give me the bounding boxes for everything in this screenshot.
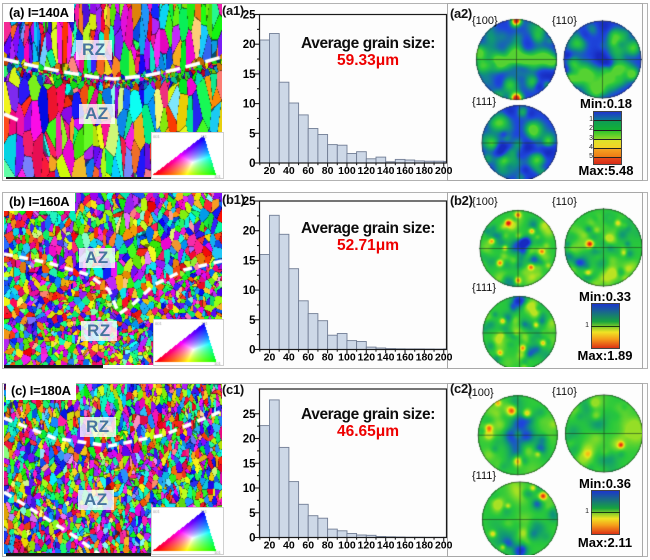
svg-text:40: 40 xyxy=(283,165,295,177)
svg-text:5: 5 xyxy=(249,508,256,520)
svg-text:40: 40 xyxy=(283,540,295,552)
svg-text:20: 20 xyxy=(243,39,256,51)
svg-text:20: 20 xyxy=(243,226,256,238)
svg-text:200: 200 xyxy=(435,165,453,177)
svg-text:0: 0 xyxy=(249,345,255,357)
svg-text:60: 60 xyxy=(302,165,314,177)
svg-text:20: 20 xyxy=(243,434,256,446)
svg-text:160: 160 xyxy=(396,352,414,364)
svg-text:Average grain size:: Average grain size: xyxy=(301,406,435,423)
svg-text:120: 120 xyxy=(358,540,376,552)
svg-text:40: 40 xyxy=(283,352,295,364)
svg-text:160: 160 xyxy=(396,540,414,552)
svg-text:59.33μm: 59.33μm xyxy=(337,52,399,69)
svg-text:60: 60 xyxy=(302,352,314,364)
svg-text:25: 25 xyxy=(243,409,256,421)
svg-text:200: 200 xyxy=(435,540,453,552)
svg-text:60: 60 xyxy=(302,540,314,552)
svg-text:180: 180 xyxy=(416,352,434,364)
svg-text:5: 5 xyxy=(249,128,256,140)
svg-text:46.65μm: 46.65μm xyxy=(337,423,399,440)
svg-text:140: 140 xyxy=(377,540,395,552)
svg-text:15: 15 xyxy=(243,69,256,81)
svg-text:52.71μm: 52.71μm xyxy=(337,237,399,254)
svg-text:25: 25 xyxy=(243,196,256,208)
svg-text:10: 10 xyxy=(243,99,256,111)
svg-text:5: 5 xyxy=(249,315,256,327)
svg-text:140: 140 xyxy=(377,165,395,177)
svg-text:140: 140 xyxy=(377,352,395,364)
svg-text:80: 80 xyxy=(322,540,334,552)
svg-text:20: 20 xyxy=(264,165,276,177)
svg-text:20: 20 xyxy=(264,352,276,364)
svg-text:200: 200 xyxy=(435,352,453,364)
svg-text:180: 180 xyxy=(416,165,434,177)
svg-text:80: 80 xyxy=(322,165,334,177)
svg-text:Average grain size:: Average grain size: xyxy=(301,220,435,237)
svg-text:180: 180 xyxy=(416,540,434,552)
svg-text:160: 160 xyxy=(396,165,414,177)
svg-text:100: 100 xyxy=(338,165,356,177)
svg-text:25: 25 xyxy=(243,10,256,22)
svg-text:100: 100 xyxy=(338,540,356,552)
svg-text:120: 120 xyxy=(358,352,376,364)
svg-text:15: 15 xyxy=(243,255,256,267)
svg-text:15: 15 xyxy=(243,458,256,470)
svg-text:80: 80 xyxy=(322,352,334,364)
svg-text:0: 0 xyxy=(249,533,255,545)
svg-text:100: 100 xyxy=(338,352,356,364)
svg-text:10: 10 xyxy=(243,285,256,297)
svg-text:120: 120 xyxy=(358,165,376,177)
svg-text:10: 10 xyxy=(243,483,256,495)
svg-text:20: 20 xyxy=(264,540,276,552)
svg-text:0: 0 xyxy=(249,158,255,170)
svg-text:Average grain size:: Average grain size: xyxy=(301,35,435,52)
